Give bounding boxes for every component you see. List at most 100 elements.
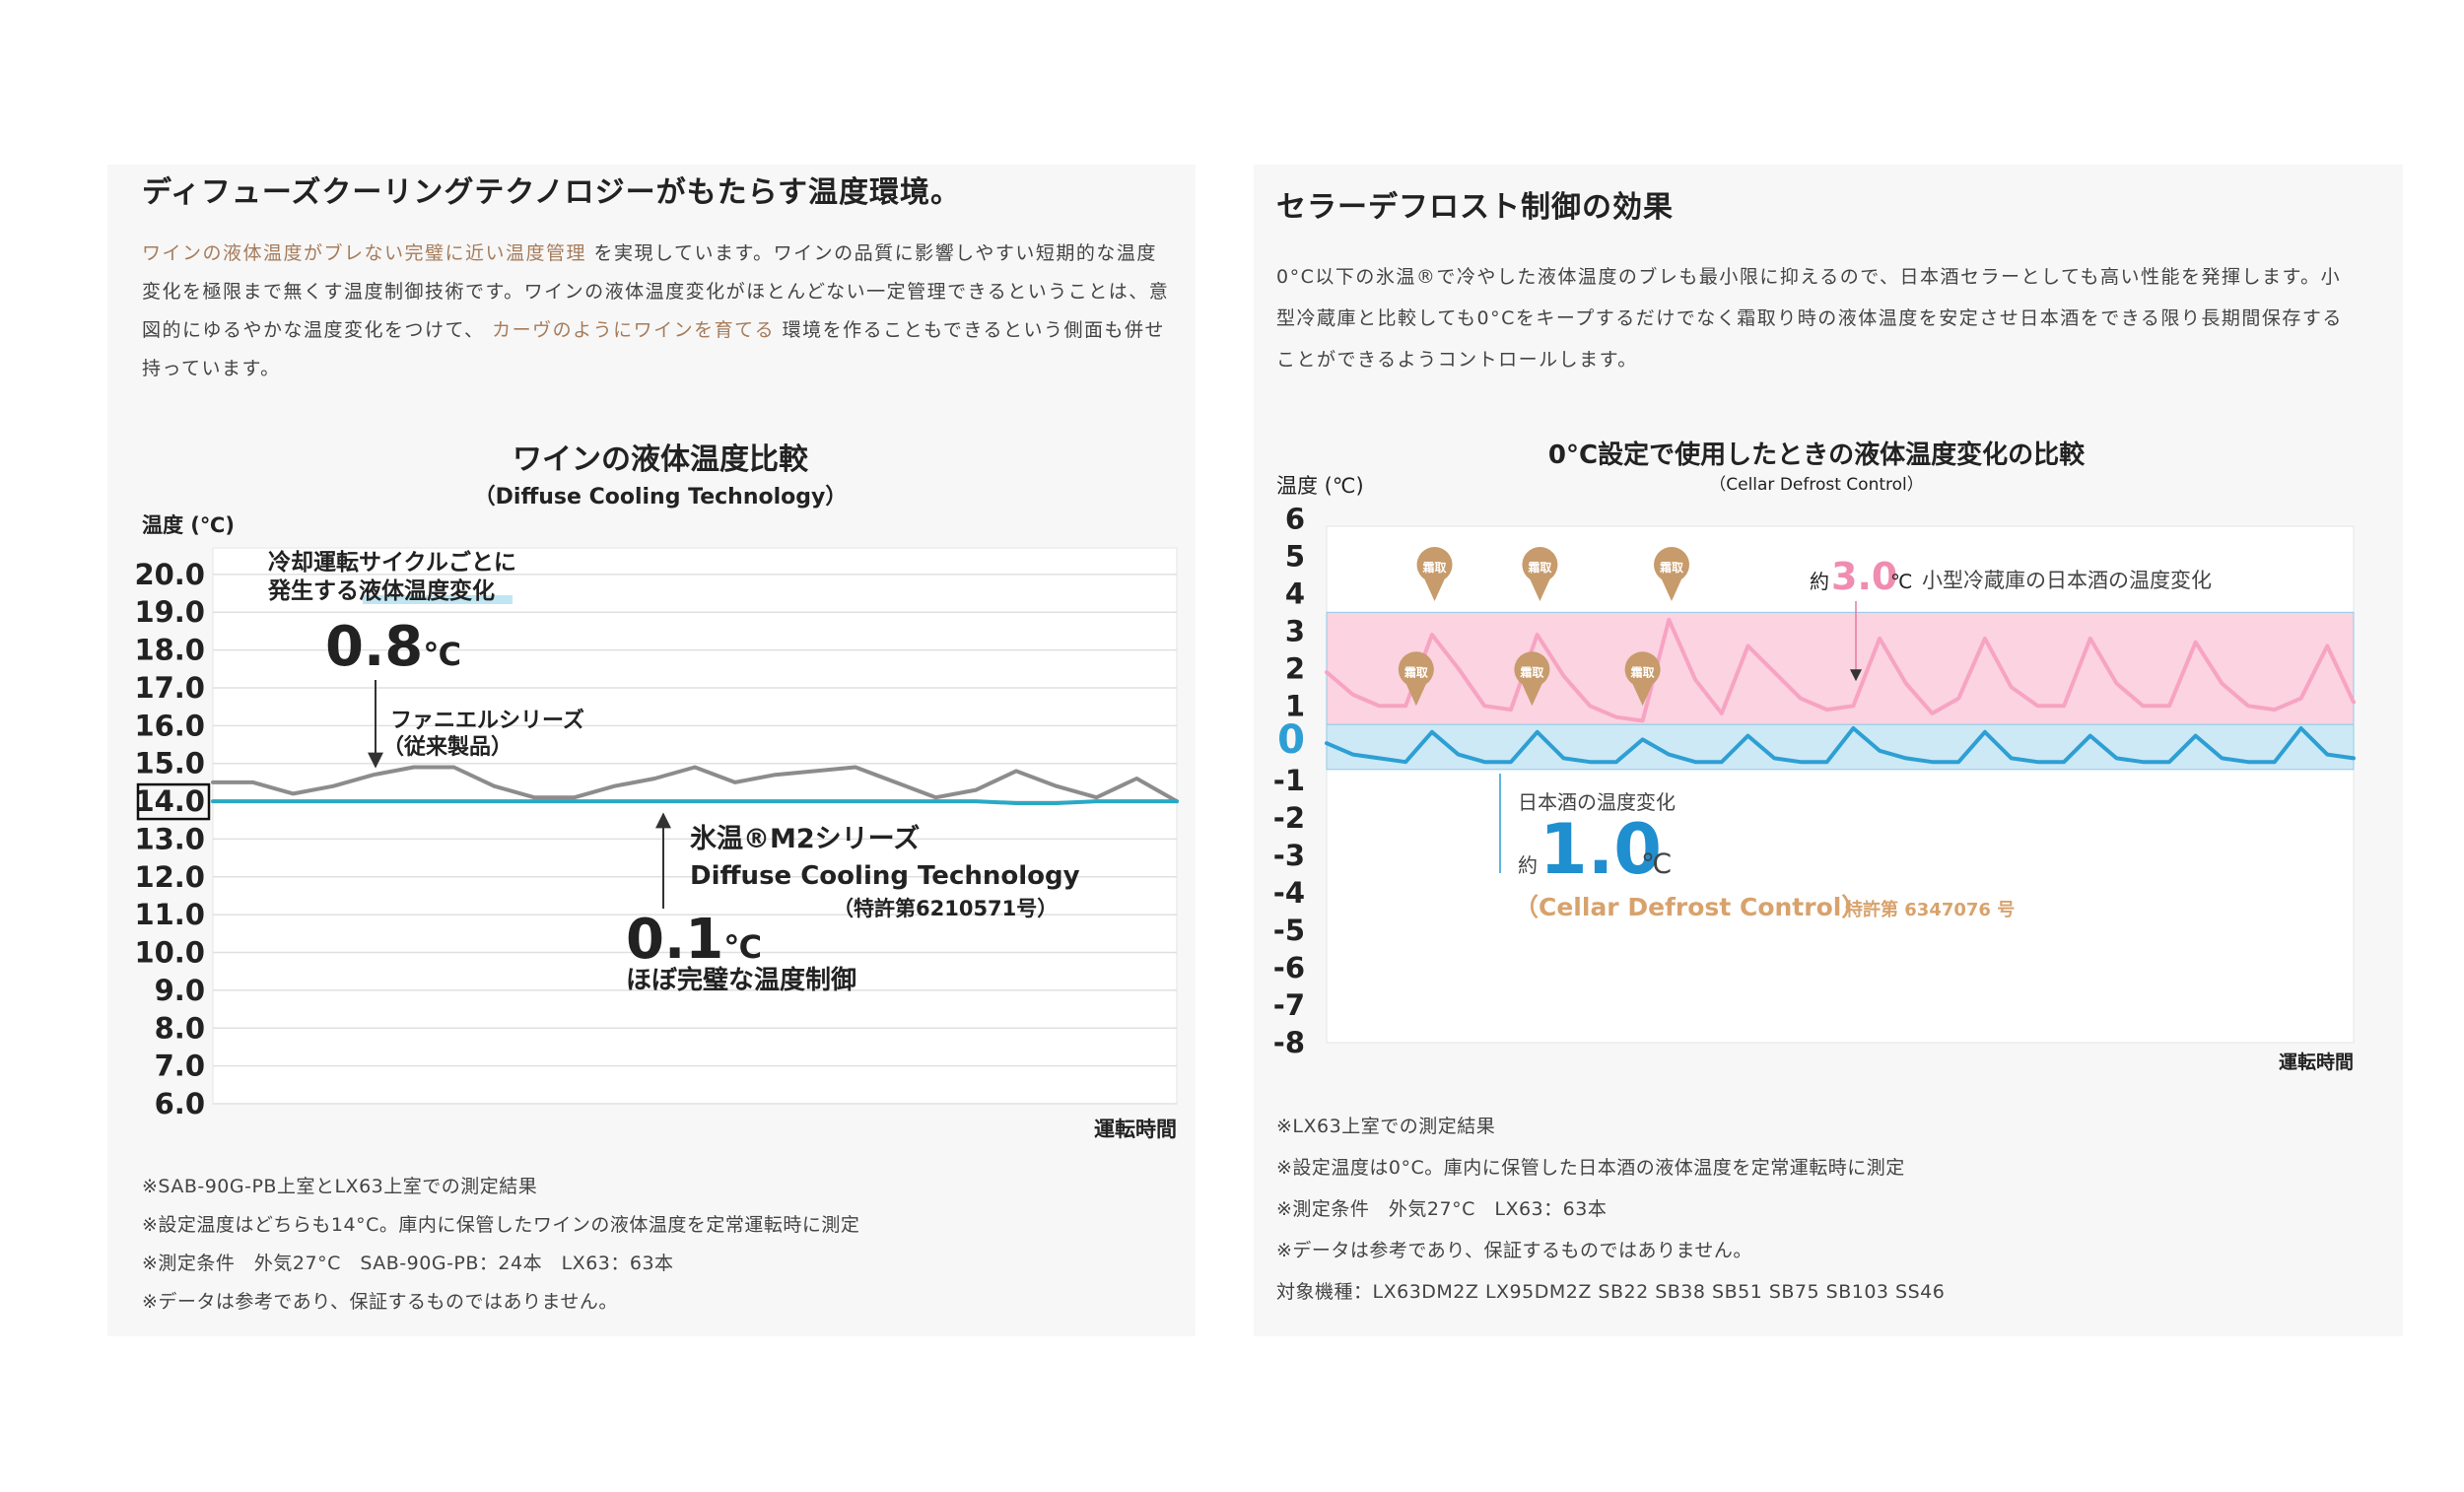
y-tick-label: -7 — [1273, 988, 1305, 1022]
defrost-label: 霜取 — [1422, 561, 1447, 575]
line — [211, 799, 1179, 805]
annotation: 1.0 — [1540, 809, 1662, 890]
annotation: ファニエルシリーズ — [390, 708, 584, 733]
y-tick-label: 6 — [1285, 502, 1305, 535]
plot-area — [212, 547, 1178, 1105]
annotation: 0.8 — [325, 615, 423, 679]
chart-title: 0°C設定で使用したときの液体温度変化の比較 — [1548, 440, 2086, 470]
annotation: 3.0 — [1831, 555, 1897, 598]
heading: ディフューズクーリングテクノロジーがもたらす温度環境。 — [142, 175, 961, 210]
plot-area — [1326, 525, 2355, 1044]
heading: セラーデフロスト制御の効果 — [1276, 190, 1674, 225]
annotation: 氷温®M2シリーズ — [690, 823, 920, 854]
annotation: 小型冷蔵庫の日本酒の温度変化 — [1922, 569, 2212, 592]
defrost-marker — [1398, 651, 1434, 707]
y-tick-label: 0 — [1277, 717, 1305, 763]
y-tick-label: 12.0 — [134, 860, 205, 894]
annotation: 冷却運転サイクルごとに — [268, 549, 516, 576]
line — [1325, 617, 2356, 723]
annotation: 0.1 — [626, 908, 723, 972]
annotation: 液体温度変化 — [359, 577, 495, 604]
defrost-marker — [1522, 546, 1558, 601]
y-tick-label: -6 — [1273, 951, 1305, 984]
annotation: 発生する液体温度変化 — [267, 577, 495, 604]
y-tick-label: -2 — [1273, 801, 1305, 835]
defrost-label: 霜取 — [1630, 665, 1655, 679]
y-axis-label: 温度 (℃) — [142, 513, 235, 537]
y-tick-label: 9.0 — [155, 974, 205, 1007]
y-tick-label: -1 — [1273, 764, 1305, 797]
line — [211, 765, 1179, 804]
highlight — [363, 595, 513, 604]
annotation: （従来製品） — [382, 734, 513, 760]
annotation: 0.8℃ — [325, 615, 461, 679]
annotation: （Cellar Defrost Control） — [1514, 893, 1866, 921]
annotation: ℃ — [723, 928, 762, 966]
defrost-label: 霜取 — [1519, 665, 1543, 679]
annotation: Diffuse Cooling Technology — [690, 861, 1080, 891]
y-tick-label: -4 — [1273, 876, 1305, 910]
text: 0°C以下の氷温®で冷やした液体温度のブレも最小限に抑えるので、日本酒セラーとし… — [1276, 266, 2343, 371]
defrost-marker — [1624, 651, 1661, 707]
defrost-label: 霜取 — [1527, 561, 1551, 575]
y-tick-label: -3 — [1273, 839, 1305, 872]
y-tick-label: 5 — [1285, 539, 1305, 573]
defrost-label: 霜取 — [1659, 561, 1683, 575]
y-tick-label: -5 — [1273, 914, 1305, 947]
text: を実現しています。ワインの品質に影響しやすい短期的な温度変化を極限まで無くす温度… — [142, 242, 1170, 341]
note: ※測定条件 外気27°C LX63：63本 — [1276, 1198, 1608, 1220]
paragraph: 0°C以下の氷温®で冷やした液体温度のブレも最小限に抑えるので、日本酒セラーとし… — [1276, 256, 2354, 380]
note: 対象機種：LX63DM2Z LX95DM2Z SB22 SB38 SB51 SB… — [1276, 1281, 1946, 1303]
note: ※測定条件 外気27°C SAB-90G-PB：24本 LX63：63本 — [142, 1253, 674, 1274]
annotation: ℃ — [423, 636, 461, 673]
x-axis-label: 運転時間 — [1094, 1118, 1177, 1141]
notes: ※LX63上室での測定結果 ※設定温度は0°C。庫内に保管した日本酒の液体温度を定… — [1276, 1106, 1945, 1313]
annotation: ほぼ完璧な温度制御 — [626, 965, 856, 995]
y-tick-label: 15.0 — [134, 747, 205, 780]
y-tick-label: 19.0 — [134, 595, 205, 629]
note: ※設定温度は0°C。庫内に保管した日本酒の液体温度を定常運転時に測定 — [1276, 1157, 1905, 1179]
defrost-marker — [1654, 546, 1690, 601]
annotation: 日本酒の温度変化 — [1518, 790, 1676, 814]
y-tick-label: 18.0 — [134, 634, 205, 667]
x-axis-label: 運転時間 — [2279, 1051, 2354, 1073]
y-tick-label: 16.0 — [134, 709, 205, 742]
note: ※データは参考であり、保証するものではありません。 — [142, 1291, 618, 1313]
y-tick-label: 14.0 — [134, 784, 205, 818]
y-tick-label: 2 — [1285, 651, 1305, 685]
y-tick-label: 3 — [1285, 614, 1305, 647]
note: ※データは参考であり、保証するものではありません。 — [1276, 1240, 1752, 1261]
defrost-marker — [1514, 651, 1550, 707]
annotation: 発生する — [267, 578, 359, 604]
y-tick-label: 6.0 — [155, 1087, 205, 1120]
chart-layer: 6.0 7.0 8.0 9.0 10.0 11.0 12.0 13.0 14.0 15.0 16.0… — [134, 502, 2356, 1120]
chart-subtitle: （Diffuse Cooling Technology） — [474, 485, 848, 509]
chart-subtitle: （Cellar Defrost Control） — [1709, 475, 1924, 495]
y-tick-label: 8.0 — [155, 1011, 205, 1045]
annotation: 特許第 6347076 号 — [1845, 899, 2015, 920]
annotation: 0.1℃ — [626, 908, 762, 972]
y-tick-label: 7.0 — [155, 1050, 205, 1083]
defrost-label: 霜取 — [1403, 665, 1428, 679]
note: ※SAB-90G-PB上室とLX63上室での測定結果 — [142, 1176, 538, 1197]
chart-title: ワインの液体温度比較 — [513, 442, 809, 477]
line — [1325, 726, 2356, 765]
annotation: 約 — [1810, 570, 1829, 593]
y-tick-label: 13.0 — [134, 822, 205, 855]
annotation: ℃ — [1890, 570, 1912, 593]
y-tick-label: 10.0 — [134, 936, 205, 970]
y-tick-label: 4 — [1285, 576, 1305, 610]
emphasis-text: カーヴのようにワインを育てる — [492, 319, 776, 341]
notes: ※SAB-90G-PB上室とLX63上室での測定結果 ※設定温度はどちらも14°C… — [142, 1168, 859, 1322]
annotation: （特許第6210571号） — [833, 897, 1058, 920]
text: 環境を作ることもできるという側面も併せ持っています。 — [142, 319, 1166, 379]
annotation: 約 — [1518, 853, 1538, 877]
defrost-marker — [1416, 546, 1453, 601]
y-tick-label: -8 — [1273, 1026, 1305, 1059]
paragraph: ワインの液体温度がブレない完璧に近い温度管理 を実現しています。ワインの品質に影… — [142, 235, 1177, 388]
y-tick-label: 20.0 — [134, 558, 205, 591]
note: ※LX63上室での測定結果 — [1276, 1116, 1496, 1137]
note: ※設定温度はどちらも14°C。庫内に保管したワインの液体温度を定常運転時に測定 — [142, 1214, 860, 1236]
y-tick-label: 11.0 — [134, 898, 205, 931]
